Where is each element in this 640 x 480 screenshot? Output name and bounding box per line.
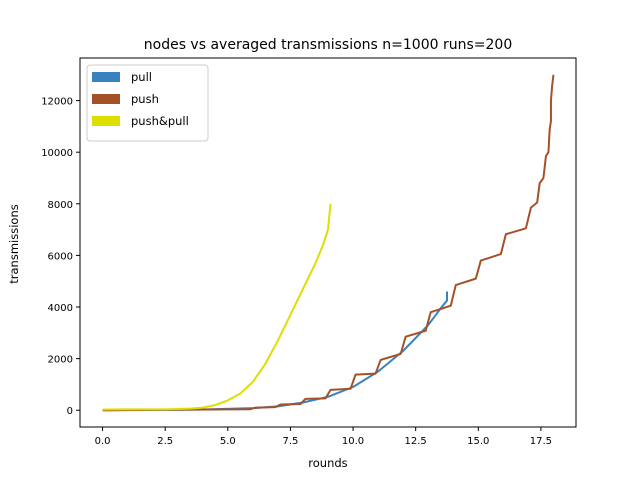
x-axis-label: rounds <box>308 456 347 470</box>
y-axis-label: transmissions <box>7 204 21 283</box>
x-tick-label: 7.5 <box>282 436 298 447</box>
legend-swatch <box>92 116 120 126</box>
x-tick-label: 10.0 <box>342 436 364 447</box>
legend-label: push&pull <box>131 114 189 128</box>
chart-title: nodes vs averaged transmissions n=1000 r… <box>144 37 512 53</box>
x-tick-label: 15.0 <box>467 436 489 447</box>
legend-label: push <box>131 92 159 106</box>
y-axis: 0 2000 4000 6000 8000 10000 12000 <box>41 97 80 417</box>
x-tick-label: 5.0 <box>220 436 236 447</box>
y-tick-label: 10000 <box>41 148 73 159</box>
x-tick-label: 17.5 <box>530 436 552 447</box>
series-line-2 <box>102 203 332 411</box>
series-line-1 <box>102 74 555 412</box>
y-tick-label: 6000 <box>48 251 73 262</box>
x-tick-label: 2.5 <box>157 436 173 447</box>
legend-label: pull <box>131 70 152 84</box>
y-tick-label: 2000 <box>48 355 73 366</box>
y-tick-label: 0 <box>67 406 73 417</box>
legend-swatch <box>92 72 120 82</box>
y-tick-label: 8000 <box>48 200 73 211</box>
series-line-0 <box>102 291 448 412</box>
x-tick-label: 0.0 <box>95 436 111 447</box>
x-tick-label: 12.5 <box>405 436 427 447</box>
y-tick-label: 4000 <box>48 303 73 314</box>
x-axis: 0.0 2.5 5.0 7.5 10.0 12.5 15.0 17.5 <box>95 427 552 447</box>
legend-swatch <box>92 94 120 104</box>
plot-frame <box>79 57 577 428</box>
y-tick-label: 12000 <box>41 97 73 108</box>
plot-area <box>79 57 577 428</box>
legend: pull push push&pull <box>86 64 209 142</box>
